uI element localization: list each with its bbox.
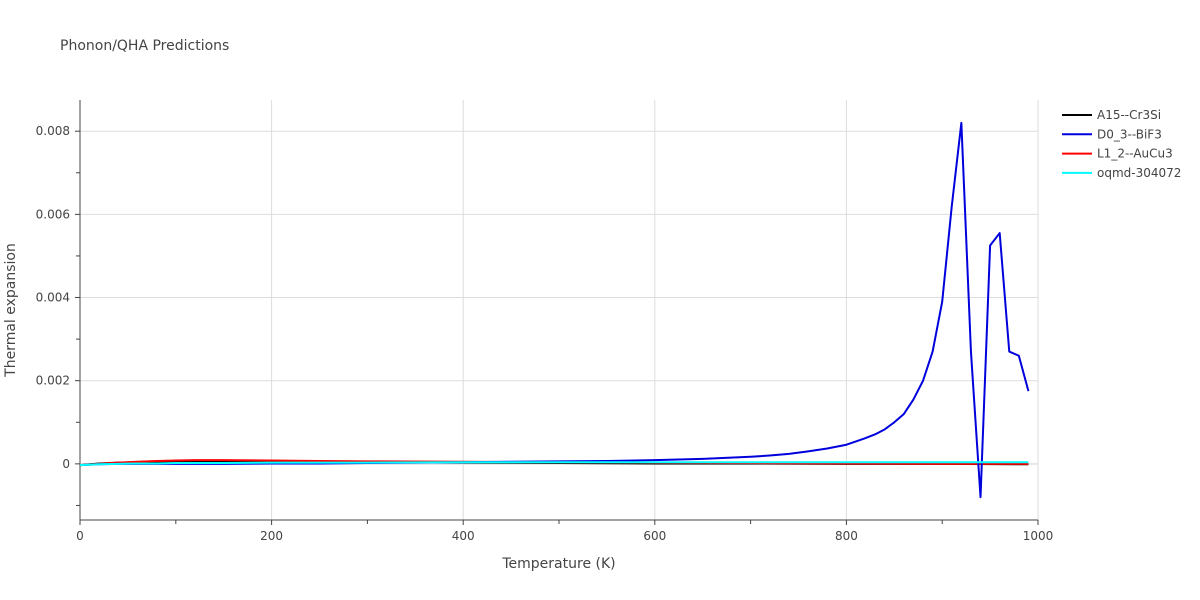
x-tick-label: 1000 xyxy=(1023,529,1054,543)
series-line-oqmd-304072 xyxy=(79,461,1029,467)
plot-area xyxy=(79,100,1038,521)
y-tick-label: 0 xyxy=(62,457,70,471)
series-line-d0-3-bif3 xyxy=(79,121,1030,499)
legend[interactable]: A15--Cr3Si D0_3--BiF3 L1_2--AuCu3 oqmd-3040… xyxy=(1062,108,1181,180)
x-tick-label: 200 xyxy=(260,529,283,543)
y-tick-label: 0.008 xyxy=(36,124,70,138)
y-tick-labels: 0 0.002 0.004 0.006 0.008 xyxy=(36,124,80,506)
legend-item[interactable]: D0_3--BiF3 xyxy=(1062,127,1162,141)
y-grid xyxy=(80,130,1038,465)
legend-item[interactable]: L1_2--AuCu3 xyxy=(1062,147,1173,161)
legend-label: oqmd-304072 xyxy=(1097,166,1181,180)
x-tick-label: 800 xyxy=(835,529,858,543)
legend-item[interactable]: oqmd-304072 xyxy=(1062,166,1181,180)
y-tick-label: 0.006 xyxy=(36,207,70,221)
x-grid xyxy=(271,100,1039,520)
legend-label: A15--Cr3Si xyxy=(1097,108,1161,122)
series-lines xyxy=(79,121,1030,499)
chart-title: Phonon/QHA Predictions xyxy=(60,38,229,54)
x-tick-label: 400 xyxy=(452,529,475,543)
legend-label: D0_3--BiF3 xyxy=(1097,127,1162,141)
y-tick-label: 0.004 xyxy=(36,291,70,305)
x-axis-title: Temperature (K) xyxy=(501,556,615,572)
y-axis-title: Thermal expansion xyxy=(3,243,19,378)
x-tick-label: 0 xyxy=(76,529,84,543)
y-tick-label: 0.002 xyxy=(36,374,70,388)
legend-label: L1_2--AuCu3 xyxy=(1097,147,1173,161)
x-tick-labels: 0 200 400 600 800 1000 xyxy=(76,520,1053,543)
legend-item[interactable]: A15--Cr3Si xyxy=(1062,108,1161,122)
x-tick-label: 600 xyxy=(643,529,666,543)
